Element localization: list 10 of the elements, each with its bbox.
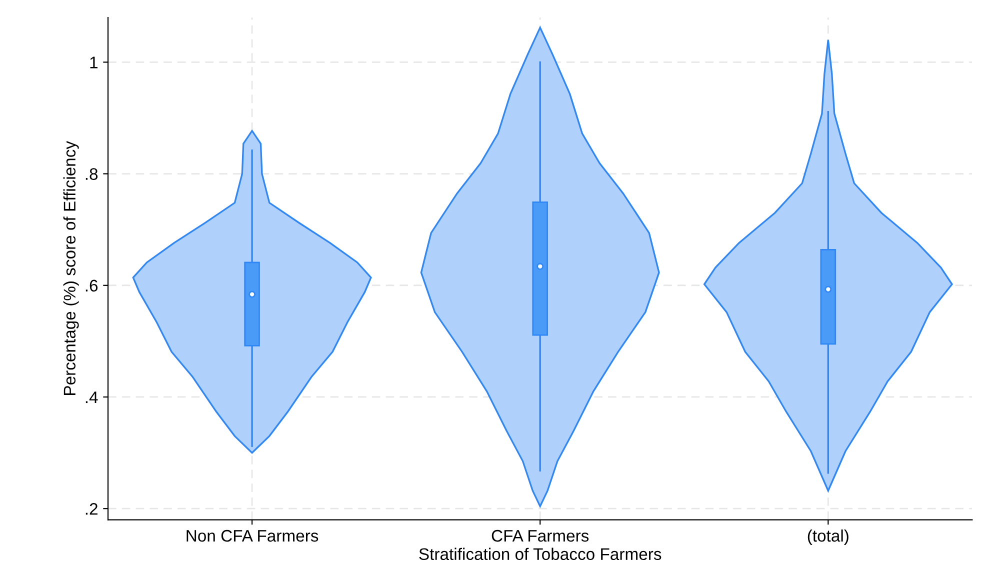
y-tick-label: .4	[86, 392, 98, 404]
y-tick-label: .6	[86, 280, 98, 292]
x-tick-label: Non CFA Farmers	[186, 530, 318, 542]
y-axis-title: Percentage (%) score of Efficiency	[63, 140, 79, 395]
y-tick-label: .2	[86, 503, 98, 515]
y-tick-label: 1	[90, 56, 98, 68]
x-tick-label: (total)	[808, 529, 848, 546]
x-axis-title: Stratification of Tobacco Farmers	[419, 548, 662, 560]
y-tick-label: .8	[86, 168, 98, 180]
x-tick-label: CFA Farmers	[492, 530, 589, 542]
